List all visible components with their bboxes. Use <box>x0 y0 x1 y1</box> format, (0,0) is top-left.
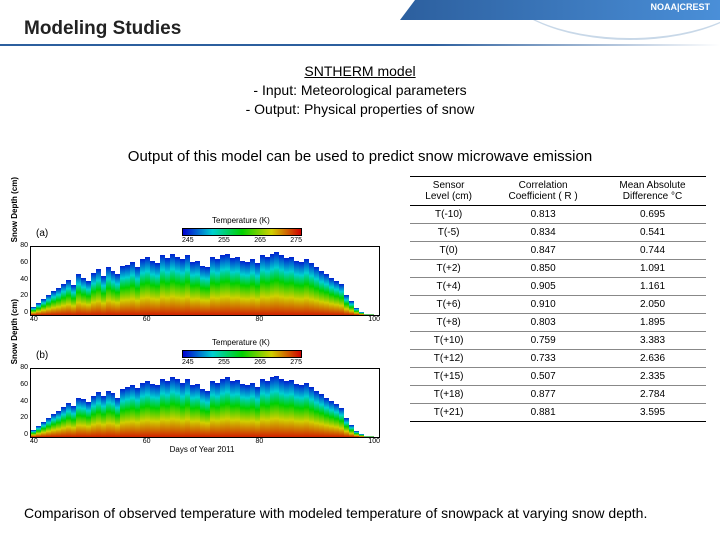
usage-line: Output of this model can be used to pred… <box>0 148 720 165</box>
table-row: T(+6)0.9102.050 <box>410 296 706 314</box>
panel-label-b: (b) <box>36 350 48 361</box>
cb-ticks-b: 245255265275 <box>182 359 302 366</box>
xticks-a: 406080100 <box>30 316 380 323</box>
table-row: T(-5)0.8340.541 <box>410 224 706 242</box>
table-row: T(+2)0.8501.091 <box>410 260 706 278</box>
yticks-a: 806040200 <box>18 242 28 316</box>
title-underline <box>0 44 720 46</box>
header-logo: NOAA|CREST <box>650 2 710 12</box>
xlabel: Days of Year 2011 <box>170 445 235 454</box>
chart-b: Snow Depth (cm) (b) Temperature (K) 2452… <box>12 342 392 452</box>
cb-ticks-a: 245255265275 <box>182 237 302 244</box>
yticks-b: 806040200 <box>18 364 28 438</box>
footer-text: Comparison of observed temperature with … <box>24 504 696 522</box>
plot-b <box>30 368 380 438</box>
cb-title-a: Temperature (K) <box>212 216 270 225</box>
table-row: T(+21)0.8813.595 <box>410 404 706 422</box>
ylabel-b: Snow Depth (cm) <box>10 299 19 364</box>
chart-a: Snow Depth (cm) (a) Temperature (K) 2452… <box>12 220 392 330</box>
cb-title-b: Temperature (K) <box>212 338 270 347</box>
slide-title: Modeling Studies <box>24 18 181 40</box>
charts-area: Snow Depth (cm) (a) Temperature (K) 2452… <box>12 220 392 464</box>
table-row: T(+10)0.7593.383 <box>410 332 706 350</box>
data-table: SensorLevel (cm) CorrelationCoefficient … <box>410 176 706 422</box>
table-row: T(+12)0.7332.636 <box>410 350 706 368</box>
table-row: T(+8)0.8031.895 <box>410 314 706 332</box>
output-prop-line: - Output: Physical properties of snow <box>246 101 475 117</box>
table-row: T(+18)0.8772.784 <box>410 386 706 404</box>
plot-a <box>30 246 380 316</box>
th-diff: Mean AbsoluteDifference °C <box>599 177 706 206</box>
table-row: T(0)0.8470.744 <box>410 242 706 260</box>
model-block: SNTHERM model - Input: Meteorological pa… <box>0 62 720 119</box>
panel-label-a: (a) <box>36 228 48 239</box>
input-line: - Input: Meteorological parameters <box>253 82 466 98</box>
table-row: T(-10)0.8130.695 <box>410 206 706 224</box>
ylabel-a: Snow Depth (cm) <box>10 177 19 242</box>
xticks-b: 406080100 <box>30 438 380 445</box>
model-name: SNTHERM model <box>304 63 415 79</box>
table-row: T(+15)0.5072.335 <box>410 368 706 386</box>
colorbar-b <box>182 350 302 358</box>
th-corr: CorrelationCoefficient ( R ) <box>487 177 599 206</box>
th-sensor: SensorLevel (cm) <box>410 177 487 206</box>
table-row: T(+4)0.9051.161 <box>410 278 706 296</box>
colorbar-a <box>182 228 302 236</box>
